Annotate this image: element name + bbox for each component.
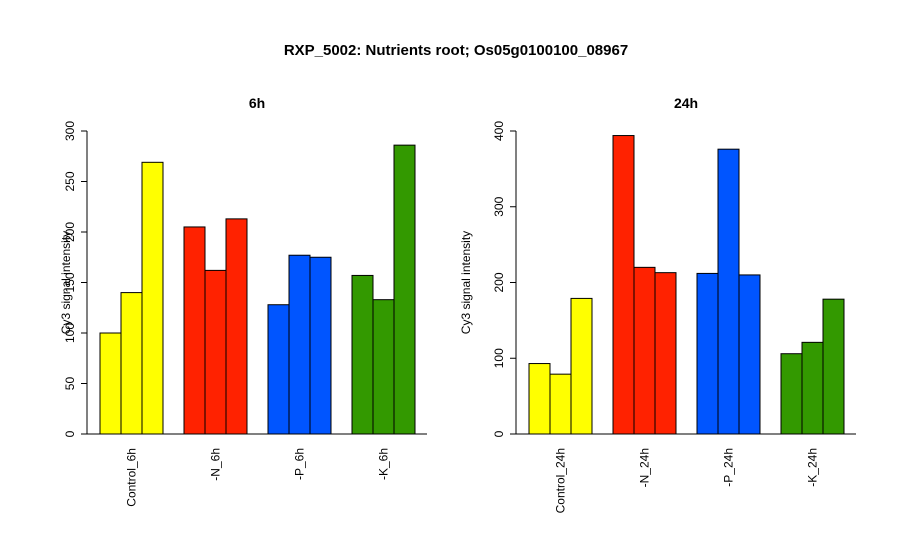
x-tick-label: -K_6h	[377, 448, 391, 480]
bar--K_6h-3	[393, 144, 416, 435]
bar-Control_6h-1	[99, 332, 122, 435]
bar--N_24h-3	[654, 272, 677, 435]
y-tick-label: 200	[63, 222, 77, 242]
bar--P_6h-3	[309, 256, 332, 435]
x-tick-label: -P_24h	[722, 448, 736, 487]
bar-Control_6h-2	[120, 292, 143, 435]
bar--N_24h-2	[633, 266, 656, 435]
y-tick-label: 250	[63, 171, 77, 191]
chart-panel-6h: 6h Control_6h -N_6h -P_6h -K_6h 0 50 100 150 200 2…	[59, 95, 427, 507]
bar--N_6h-1	[183, 226, 206, 435]
bar--K_6h-1	[351, 274, 374, 435]
chart-panel-24h: 24h Control_24h -N_24h -P_24h -K_24h 0 100 200 3…	[459, 95, 856, 513]
y-tick-label: 50	[63, 377, 77, 391]
x-tick-label: -N_24h	[638, 448, 652, 487]
y-tick-label: 100	[63, 323, 77, 343]
bar--K_6h-2	[372, 299, 395, 435]
y-tick-label: 150	[63, 272, 77, 292]
x-tick-label: Control_6h	[125, 448, 139, 507]
x-tick-label: Control_24h	[554, 448, 568, 513]
y-tick-label: 400	[492, 121, 506, 141]
x-tick-label: -P_6h	[293, 448, 307, 480]
bar--K_24h-1	[780, 353, 803, 435]
y-tick-label: 0	[492, 430, 506, 437]
bar-Control_6h-3	[141, 161, 164, 435]
bar--K_24h-2	[801, 341, 824, 435]
x-tick-label: -K_24h	[806, 448, 820, 487]
y-axis-label: Cy3 signal intensity	[459, 231, 473, 334]
bar--P_24h-3	[738, 274, 761, 435]
bar-Control_24h-2	[549, 373, 572, 435]
panel-title: 6h	[249, 95, 265, 111]
bar--P_6h-2	[288, 254, 311, 435]
bar--N_6h-2	[204, 269, 227, 435]
figure-title: RXP_5002: Nutrients root; Os05g0100100_0…	[284, 42, 628, 59]
bar--N_6h-3	[225, 218, 248, 435]
bar--P_6h-1	[267, 304, 290, 435]
y-tick-label: 200	[492, 272, 506, 292]
bar--K_24h-3	[822, 298, 845, 435]
bar-Control_24h-3	[570, 297, 593, 435]
y-tick-label: 100	[492, 348, 506, 368]
y-tick-label: 300	[63, 121, 77, 141]
panel-title: 24h	[674, 95, 698, 111]
y-tick-label: 0	[63, 430, 77, 437]
y-axis-label: Cy3 signal intensity	[59, 231, 73, 334]
bar--N_24h-1	[612, 135, 635, 435]
bar--P_24h-2	[717, 148, 740, 435]
bar--P_24h-1	[696, 272, 719, 435]
y-tick-label: 300	[492, 196, 506, 216]
x-tick-label: -N_6h	[209, 448, 223, 481]
bar-Control_24h-1	[528, 363, 551, 435]
